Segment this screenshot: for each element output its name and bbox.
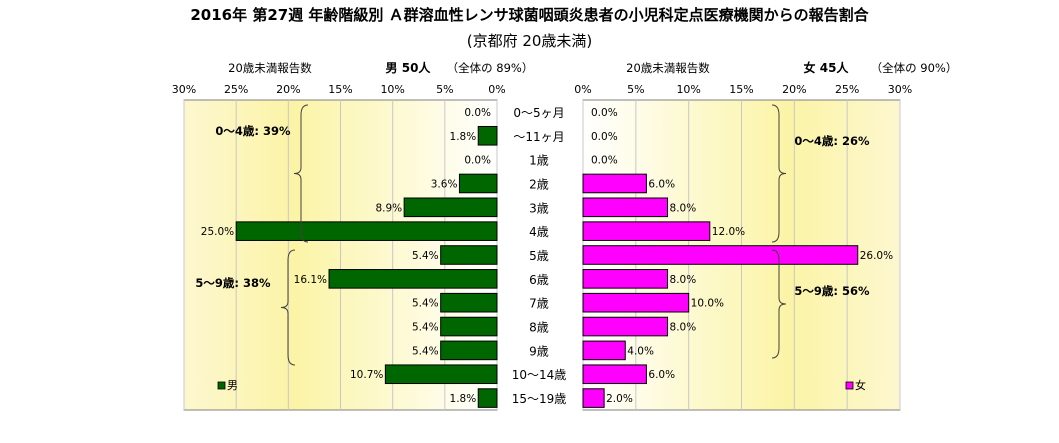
female-group-label-5-9: 5〜9歳: 56% (794, 284, 870, 298)
female-tick-label: 10% (676, 83, 700, 96)
female-value-label: 2.0% (606, 393, 633, 405)
male-value-label: 25.0% (201, 226, 234, 238)
female-bar (582, 364, 647, 385)
chart-subtitle: (京都府 20歳未満) (466, 32, 593, 50)
male-bar (440, 292, 498, 313)
male-bar (384, 364, 498, 385)
male-bar (440, 316, 498, 337)
female-value-label: 10.0% (691, 298, 724, 310)
male-value-label: 3.6% (431, 178, 458, 190)
female-bar (582, 292, 690, 313)
category-label: 2歳 (529, 177, 549, 191)
male-brace-0-4 (293, 104, 309, 243)
female-tick-label: 30% (888, 83, 912, 96)
category-label: 15〜19歳 (512, 392, 567, 406)
male-group-label-0-4: 0〜4歳: 39% (215, 124, 291, 138)
category-label: 3歳 (529, 201, 549, 215)
male-tick-label: 25% (224, 83, 248, 96)
female-legend-swatch (845, 381, 854, 390)
female-tick-label: 15% (729, 83, 753, 96)
male-tick-label: 20% (276, 83, 300, 96)
female-bar (582, 340, 626, 361)
female-value-label: 0.0% (591, 131, 618, 143)
category-label: 8歳 (529, 321, 549, 335)
female-brace-5-9 (771, 249, 787, 359)
female-legend-label: 女 (855, 378, 866, 392)
female-bar (582, 388, 605, 408)
male-value-label: 8.9% (375, 202, 402, 214)
male-value-label: 5.4% (412, 298, 439, 310)
female-value-label: 6.0% (648, 178, 675, 190)
category-label: 7歳 (529, 297, 549, 311)
male-value-label: 1.8% (450, 393, 477, 405)
female-value-label: 0.0% (591, 107, 618, 119)
female-bar (582, 221, 711, 241)
female-group-label-0-4: 0〜4歳: 26% (794, 134, 870, 148)
male-bar (440, 245, 498, 265)
female-value-label: 0.0% (591, 155, 618, 167)
male-brace-5-9 (280, 249, 296, 366)
female-header-share: （全体の 90%） (871, 61, 958, 75)
category-label: 〜11ヶ月 (513, 130, 564, 144)
male-value-label: 0.0% (464, 155, 491, 167)
male-header-title: 男 50人 (386, 60, 432, 75)
male-bar (458, 173, 498, 194)
category-label: 5歳 (529, 249, 549, 263)
male-value-label: 0.0% (464, 107, 491, 119)
male-value-label: 10.7% (350, 369, 383, 381)
female-header-title: 女 45人 (804, 60, 850, 75)
category-label: 10〜14歳 (512, 368, 567, 382)
category-label: 0〜5ヶ月 (513, 106, 564, 120)
male-legend-swatch (217, 381, 226, 390)
category-label: 6歳 (529, 273, 549, 287)
male-value-label: 5.4% (412, 250, 439, 262)
male-bar (235, 221, 498, 241)
male-bar (403, 197, 498, 218)
female-value-label: 12.0% (712, 226, 745, 238)
female-value-label: 26.0% (860, 250, 893, 262)
male-tick-label: 15% (328, 83, 352, 96)
male-tick-label: 30% (172, 83, 196, 96)
female-tick-label: 5% (627, 83, 644, 96)
male-tick-label: 5% (436, 83, 453, 96)
female-bar (582, 173, 647, 194)
female-brace-0-4 (771, 104, 787, 243)
female-tick-label: 20% (782, 83, 806, 96)
female-value-label: 8.0% (670, 202, 697, 214)
male-group-label-5-9: 5〜9歳: 38% (195, 276, 271, 290)
female-tick-label: 0% (574, 83, 591, 96)
female-value-label: 8.0% (670, 322, 697, 334)
category-label: 9歳 (529, 344, 549, 358)
female-tick-label: 25% (835, 83, 859, 96)
male-value-label: 5.4% (412, 322, 439, 334)
female-value-label: 4.0% (627, 345, 654, 357)
male-value-label: 1.8% (450, 131, 477, 143)
male-tick-label: 10% (380, 83, 404, 96)
female-bar (582, 269, 669, 289)
female-bar (582, 316, 669, 337)
male-tick-label: 0% (488, 83, 505, 96)
male-bar (477, 388, 498, 408)
male-bar (477, 125, 498, 146)
female-bar (582, 245, 859, 265)
female-value-label: 6.0% (648, 369, 675, 381)
male-bar (328, 269, 498, 289)
female-value-label: 8.0% (670, 274, 697, 286)
male-value-label: 16.1% (294, 274, 327, 286)
male-header-share: （全体の 89%） (447, 61, 534, 75)
female-bar (582, 197, 669, 218)
male-bar (440, 340, 498, 361)
male-value-label: 5.4% (412, 345, 439, 357)
male-header-left: 20歳未満報告数 (228, 61, 312, 75)
male-legend-label: 男 (227, 379, 238, 392)
category-label: 1歳 (529, 154, 549, 168)
female-header-left: 20歳未満報告数 (626, 61, 710, 75)
category-label: 4歳 (529, 225, 549, 239)
chart-title: 2016年 第27週 年齢階級別 Ａ群溶血性レンサ球菌咽頭炎患者の小児科定点医療… (190, 6, 869, 24)
